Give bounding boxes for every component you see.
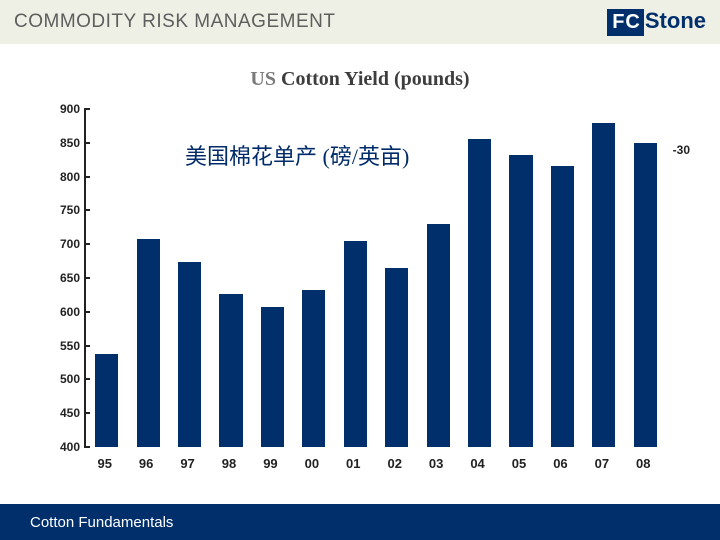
y-tick-label: 800 xyxy=(30,170,80,184)
y-tick-label: 550 xyxy=(30,339,80,353)
y-tick-mark xyxy=(84,378,90,380)
x-tick-label: 02 xyxy=(387,456,401,471)
logo: FC Stone xyxy=(607,8,706,36)
bar xyxy=(634,143,657,447)
y-tick-mark xyxy=(84,345,90,347)
chart-title-bold: Cotton Yield (pounds) xyxy=(281,68,470,90)
x-tick-label: 05 xyxy=(512,456,526,471)
y-tick-label: 650 xyxy=(30,271,80,285)
bar xyxy=(385,268,408,447)
y-tick-label: 600 xyxy=(30,305,80,319)
y-tick-mark xyxy=(84,209,90,211)
bar xyxy=(551,166,574,447)
x-tick-label: 08 xyxy=(636,456,650,471)
y-tick-label: 450 xyxy=(30,406,80,420)
chart-title: US Cotton Yield (pounds) xyxy=(0,68,720,91)
bar xyxy=(261,307,284,447)
y-tick-mark xyxy=(84,108,90,110)
y-tick-label: 400 xyxy=(30,440,80,454)
chart-area: 美国棉花单产 (磅/英亩) -30 400 450 500 550 600 650 700 7… xyxy=(30,101,690,481)
bar xyxy=(344,241,367,447)
x-tick-label: 97 xyxy=(180,456,194,471)
x-tick-label: 98 xyxy=(222,456,236,471)
y-tick-mark xyxy=(84,243,90,245)
bar xyxy=(592,123,615,447)
x-tick-label: 03 xyxy=(429,456,443,471)
x-tick-label: 96 xyxy=(139,456,153,471)
y-tick-label: 750 xyxy=(30,203,80,217)
bar xyxy=(178,262,201,447)
y-tick-label: 850 xyxy=(30,136,80,150)
y-tick-mark xyxy=(84,412,90,414)
x-tick-label: 95 xyxy=(97,456,111,471)
x-tick-label: 99 xyxy=(263,456,277,471)
bar xyxy=(468,139,491,447)
x-tick-label: 04 xyxy=(470,456,484,471)
footer-text: Cotton Fundamentals xyxy=(30,514,173,531)
x-tick-label: 06 xyxy=(553,456,567,471)
x-tick-label: 00 xyxy=(305,456,319,471)
y-tick-label: 900 xyxy=(30,102,80,116)
chinese-annotation: 美国棉花单产 (磅/英亩) xyxy=(185,139,409,171)
header-bar: COMMODITY RISK MANAGEMENT FC Stone xyxy=(0,0,720,44)
y-tick-label: 500 xyxy=(30,372,80,386)
y-tick-mark xyxy=(84,142,90,144)
chart-title-prefix: US xyxy=(250,68,281,90)
minus30-annotation: -30 xyxy=(673,143,690,157)
x-tick-label: 07 xyxy=(595,456,609,471)
logo-stone: Stone xyxy=(645,8,706,34)
y-tick-mark xyxy=(84,277,90,279)
y-tick-mark xyxy=(84,311,90,313)
header-title: COMMODITY RISK MANAGEMENT xyxy=(14,11,335,33)
bar xyxy=(219,294,242,447)
x-tick-label: 01 xyxy=(346,456,360,471)
bar xyxy=(427,224,450,447)
bar xyxy=(509,155,532,447)
y-tick-label: 700 xyxy=(30,237,80,251)
bar xyxy=(95,354,118,447)
y-tick-mark xyxy=(84,446,90,448)
y-tick-mark xyxy=(84,176,90,178)
bar xyxy=(302,290,325,447)
logo-fc: FC xyxy=(607,9,644,36)
bar xyxy=(137,239,160,447)
footer-bar: Cotton Fundamentals xyxy=(0,504,720,540)
